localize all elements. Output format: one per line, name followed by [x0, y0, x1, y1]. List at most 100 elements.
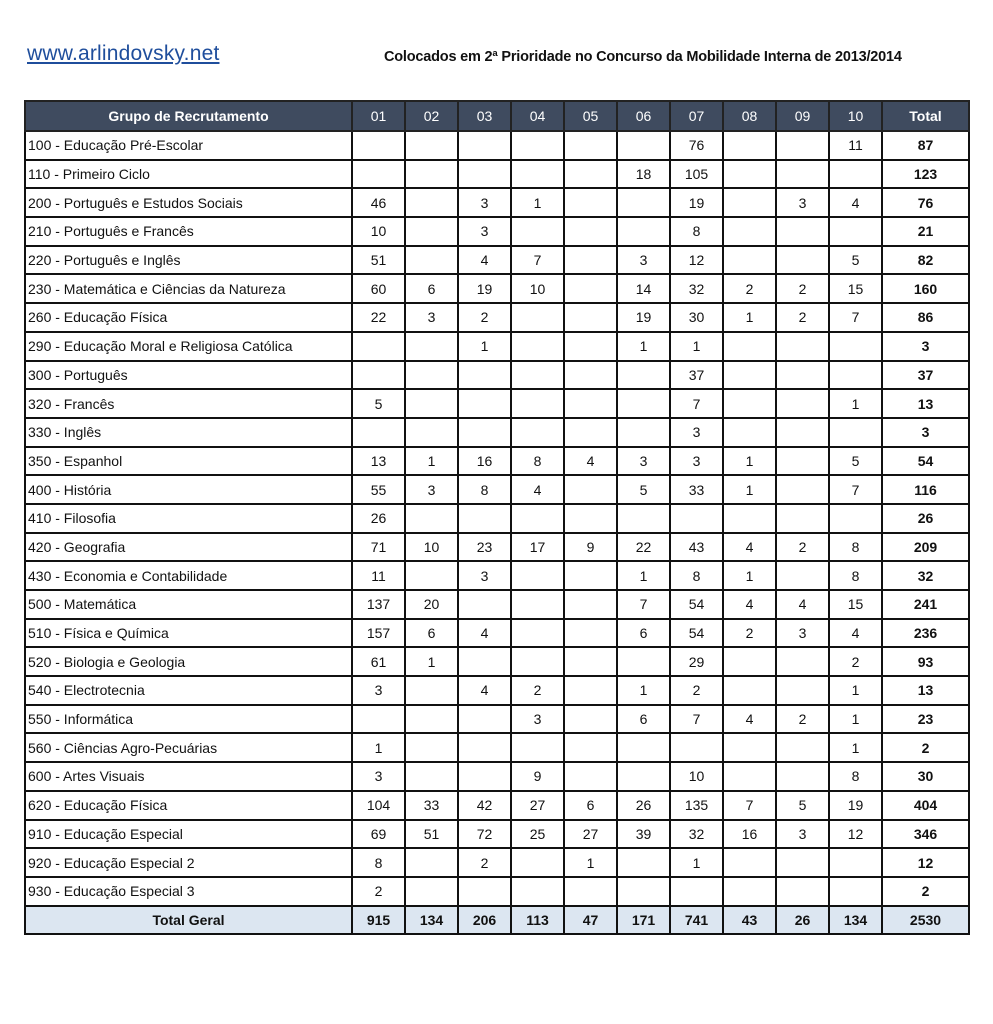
value-cell	[404, 244, 459, 276]
value-cell	[616, 187, 671, 219]
value-cell: 1	[828, 675, 883, 706]
value-cell: 6	[616, 703, 671, 735]
value-cell	[404, 130, 459, 161]
value-cell	[722, 675, 777, 706]
column-header: 02	[404, 100, 459, 132]
value-cell: 3	[351, 761, 406, 792]
value-cell	[616, 502, 671, 534]
value-cell: 5	[616, 474, 671, 505]
row-total: 160	[881, 273, 970, 305]
value-cell	[457, 703, 512, 735]
value-cell: 4	[457, 244, 512, 276]
row-total: 30	[881, 761, 970, 792]
value-cell	[510, 330, 565, 362]
value-cell	[404, 158, 459, 190]
value-cell: 3	[404, 302, 459, 333]
value-cell	[563, 388, 618, 419]
value-cell	[510, 875, 565, 907]
row-total: 116	[881, 474, 970, 505]
value-cell: 4	[510, 474, 565, 505]
row-total: 76	[881, 187, 970, 219]
value-cell	[828, 158, 883, 190]
value-cell	[775, 244, 830, 276]
value-cell	[351, 359, 406, 391]
value-cell	[616, 359, 671, 391]
table-row: 400 - História 55 3 8 4 5 33 1 7 116	[24, 474, 970, 505]
table-row: 430 - Economia e Contabilidade 11 3 1 8 1 8 32	[24, 560, 970, 591]
value-cell: 55	[351, 474, 406, 505]
group-name: 110 - Primeiro Ciclo	[24, 158, 353, 190]
column-header: 07	[669, 100, 724, 132]
value-cell	[457, 416, 512, 448]
value-cell: 15	[828, 273, 883, 305]
column-header: Grupo de Recrutamento	[24, 100, 353, 132]
value-cell	[775, 847, 830, 878]
value-cell: 3	[351, 675, 406, 706]
value-cell	[457, 646, 512, 678]
value-cell	[722, 330, 777, 362]
value-cell	[351, 130, 406, 161]
value-cell: 1	[351, 732, 406, 764]
value-cell: 15	[828, 589, 883, 620]
value-cell: 2	[510, 675, 565, 706]
value-cell	[457, 359, 512, 391]
value-cell	[404, 187, 459, 219]
value-cell: 4	[722, 703, 777, 735]
value-cell: 11	[351, 560, 406, 591]
value-cell: 10	[351, 216, 406, 247]
grand-total-label: Total Geral	[24, 904, 353, 936]
value-cell: 12	[669, 244, 724, 276]
value-cell	[775, 675, 830, 706]
value-cell: 22	[616, 531, 671, 563]
value-cell: 4	[563, 445, 618, 477]
table-row: 920 - Educação Especial 2 8 2 1 1 12	[24, 847, 970, 878]
value-cell: 5	[351, 388, 406, 419]
value-cell: 7	[510, 244, 565, 276]
table-row: 330 - Inglês 3 3	[24, 416, 970, 448]
value-cell: 2	[457, 302, 512, 333]
value-cell	[457, 761, 512, 792]
row-total: 404	[881, 789, 970, 821]
group-name: 540 - Electrotecnia	[24, 675, 353, 706]
value-cell	[457, 388, 512, 419]
value-cell: 4	[457, 617, 512, 649]
table-row: 200 - Português e Estudos Sociais 46 3 1 19 3…	[24, 187, 970, 219]
value-cell: 39	[616, 818, 671, 850]
site-link[interactable]: www.arlindovsky.net	[27, 42, 220, 65]
value-cell	[510, 847, 565, 878]
group-name: 430 - Economia e Contabilidade	[24, 560, 353, 591]
value-cell: 2	[828, 646, 883, 678]
value-cell: 30	[669, 302, 724, 333]
value-cell: 2	[457, 847, 512, 878]
value-cell: 10	[510, 273, 565, 305]
value-cell	[404, 359, 459, 391]
value-cell	[563, 187, 618, 219]
value-cell: 32	[669, 273, 724, 305]
value-cell: 5	[828, 244, 883, 276]
value-cell: 51	[404, 818, 459, 850]
value-cell: 3	[616, 244, 671, 276]
value-cell: 105	[669, 158, 724, 190]
row-total: 82	[881, 244, 970, 276]
value-cell	[510, 216, 565, 247]
column-total: 113	[510, 904, 565, 936]
group-name: 560 - Ciências Agro-Pecuárias	[24, 732, 353, 764]
value-cell: 4	[775, 589, 830, 620]
value-cell	[563, 703, 618, 735]
table-row: 350 - Espanhol 13 1 16 8 4 3 3 1 5 54	[24, 445, 970, 477]
value-cell: 19	[828, 789, 883, 821]
group-name: 410 - Filosofia	[24, 502, 353, 534]
value-cell	[510, 732, 565, 764]
group-name: 100 - Educação Pré-Escolar	[24, 130, 353, 161]
value-cell	[563, 761, 618, 792]
value-cell: 1	[828, 732, 883, 764]
row-total: 32	[881, 560, 970, 591]
value-cell: 7	[669, 388, 724, 419]
row-total: 21	[881, 216, 970, 247]
value-cell	[510, 158, 565, 190]
value-cell	[722, 187, 777, 219]
row-total: 3	[881, 330, 970, 362]
value-cell	[457, 130, 512, 161]
group-name: 550 - Informática	[24, 703, 353, 735]
value-cell: 1	[457, 330, 512, 362]
